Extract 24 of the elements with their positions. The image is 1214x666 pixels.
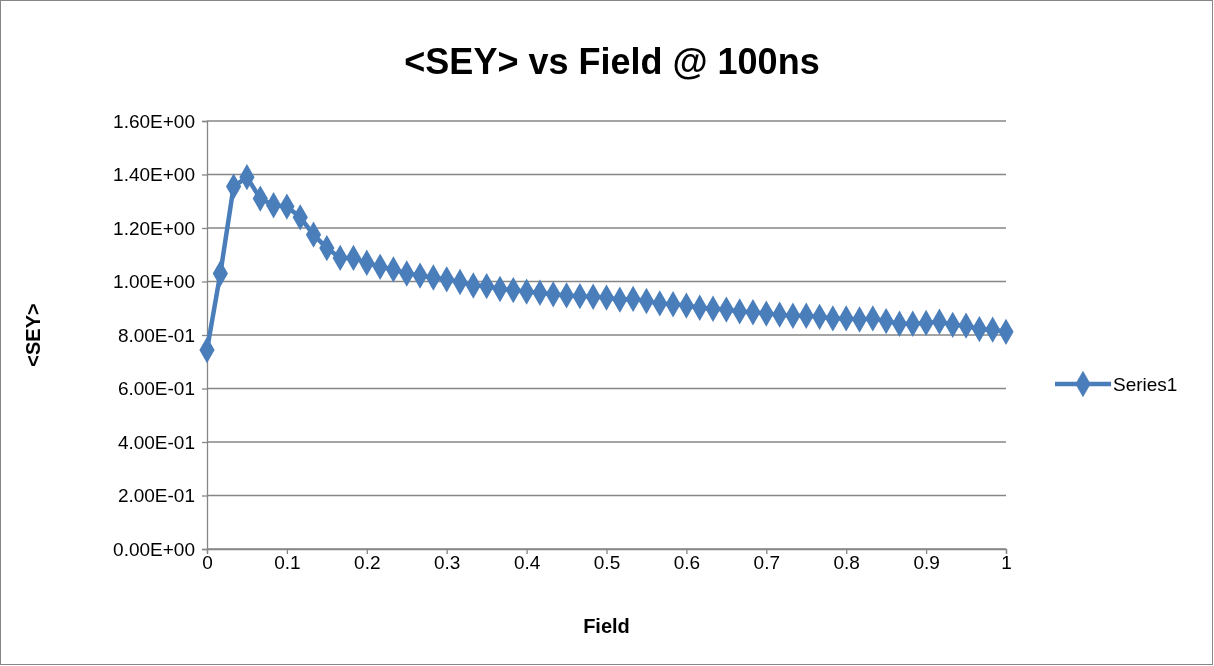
x-tick-label: 1 — [1001, 552, 1012, 573]
x-axis-title: Field — [583, 615, 630, 637]
x-tick-label: 0.9 — [913, 552, 940, 573]
y-tick-label: 0.00E+00 — [113, 538, 195, 560]
x-tick-label: 0.1 — [274, 552, 301, 573]
y-tick-label: 1.20E+00 — [113, 217, 195, 239]
x-tick-label: 0 — [202, 552, 213, 573]
y-tick-label: 1.60E+00 — [113, 110, 195, 132]
x-tick-label: 0.3 — [433, 552, 461, 573]
x-tick-label: 0.2 — [354, 552, 381, 573]
x-tick-label: 0.7 — [753, 552, 781, 573]
x-tick-label: 0.8 — [833, 552, 860, 573]
y-tick-label: 6.00E-01 — [117, 378, 195, 400]
y-tick-label: 2.00E-01 — [117, 485, 195, 507]
chart-title: <SEY> vs Field @ 100ns — [404, 41, 820, 82]
legend-label: Series1 — [1113, 374, 1178, 395]
y-axis-title: <SEY> — [22, 303, 44, 367]
y-tick-label: 4.00E-01 — [117, 431, 195, 453]
y-tick-label: 1.40E+00 — [113, 164, 195, 186]
x-tick-label: 0.4 — [513, 552, 541, 573]
x-tick-label: 0.6 — [673, 552, 701, 573]
y-tick-label: 8.00E-01 — [117, 324, 195, 346]
x-tick-label: 0.5 — [593, 552, 621, 573]
y-tick-label: 1.00E+00 — [113, 271, 195, 293]
